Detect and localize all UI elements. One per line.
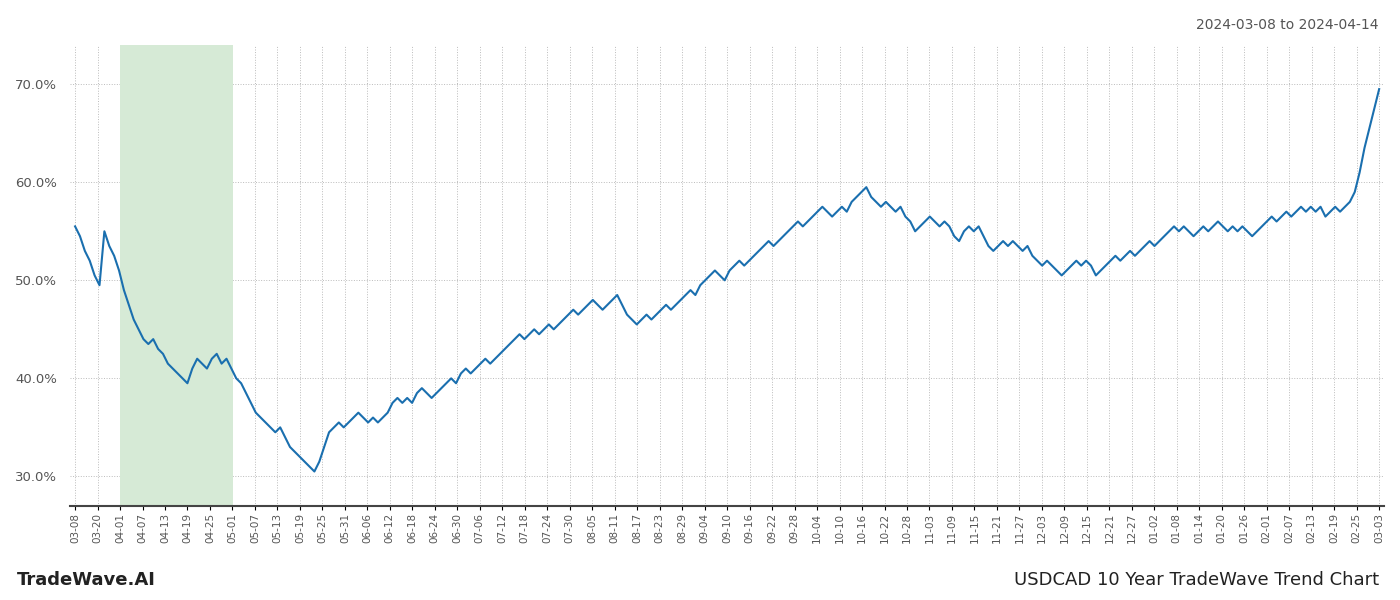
Text: TradeWave.AI: TradeWave.AI [17, 571, 155, 589]
Bar [120, 45, 232, 506]
Text: 2024-03-08 to 2024-04-14: 2024-03-08 to 2024-04-14 [1197, 18, 1379, 32]
Text: USDCAD 10 Year TradeWave Trend Chart: USDCAD 10 Year TradeWave Trend Chart [1014, 571, 1379, 589]
